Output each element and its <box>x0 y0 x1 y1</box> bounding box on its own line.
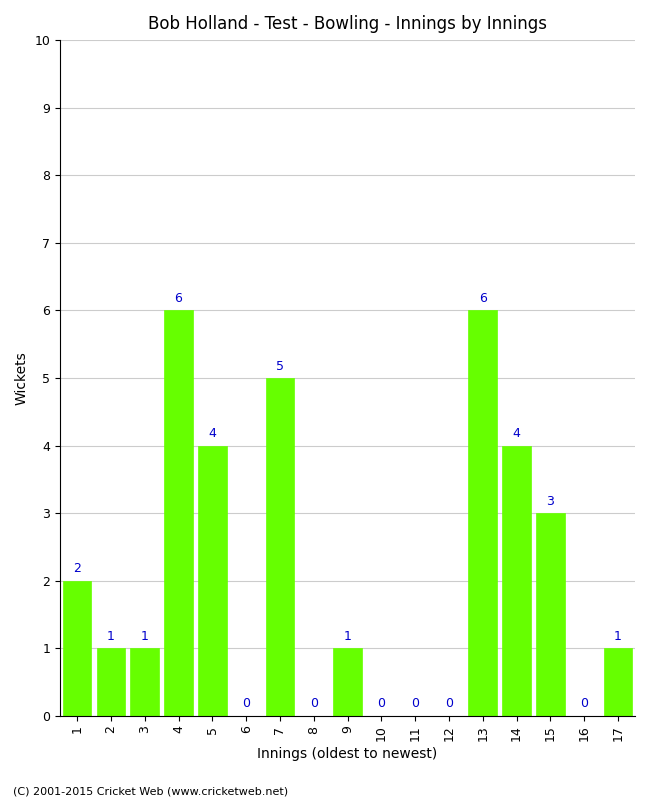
Bar <box>502 446 531 716</box>
Bar <box>469 310 497 716</box>
Bar <box>198 446 227 716</box>
Text: 4: 4 <box>513 427 521 440</box>
Bar <box>333 648 362 716</box>
Text: 1: 1 <box>614 630 622 643</box>
Text: 0: 0 <box>242 698 250 710</box>
Text: 1: 1 <box>141 630 149 643</box>
Bar <box>536 513 565 716</box>
Text: 0: 0 <box>580 698 588 710</box>
Text: 1: 1 <box>344 630 352 643</box>
Text: 0: 0 <box>411 698 419 710</box>
Text: 4: 4 <box>209 427 216 440</box>
Text: (C) 2001-2015 Cricket Web (www.cricketweb.net): (C) 2001-2015 Cricket Web (www.cricketwe… <box>13 786 288 796</box>
Text: 0: 0 <box>445 698 453 710</box>
Bar <box>266 378 294 716</box>
Bar <box>62 581 92 716</box>
Y-axis label: Wickets: Wickets <box>15 351 29 405</box>
Bar <box>604 648 632 716</box>
Bar <box>130 648 159 716</box>
Title: Bob Holland - Test - Bowling - Innings by Innings: Bob Holland - Test - Bowling - Innings b… <box>148 15 547 33</box>
Text: 2: 2 <box>73 562 81 575</box>
Bar <box>96 648 125 716</box>
Text: 3: 3 <box>547 494 554 508</box>
Text: 6: 6 <box>479 292 487 305</box>
Text: 6: 6 <box>175 292 183 305</box>
Text: 0: 0 <box>310 698 318 710</box>
X-axis label: Innings (oldest to newest): Innings (oldest to newest) <box>257 747 437 761</box>
Text: 0: 0 <box>378 698 385 710</box>
Bar <box>164 310 193 716</box>
Text: 5: 5 <box>276 359 284 373</box>
Text: 1: 1 <box>107 630 115 643</box>
